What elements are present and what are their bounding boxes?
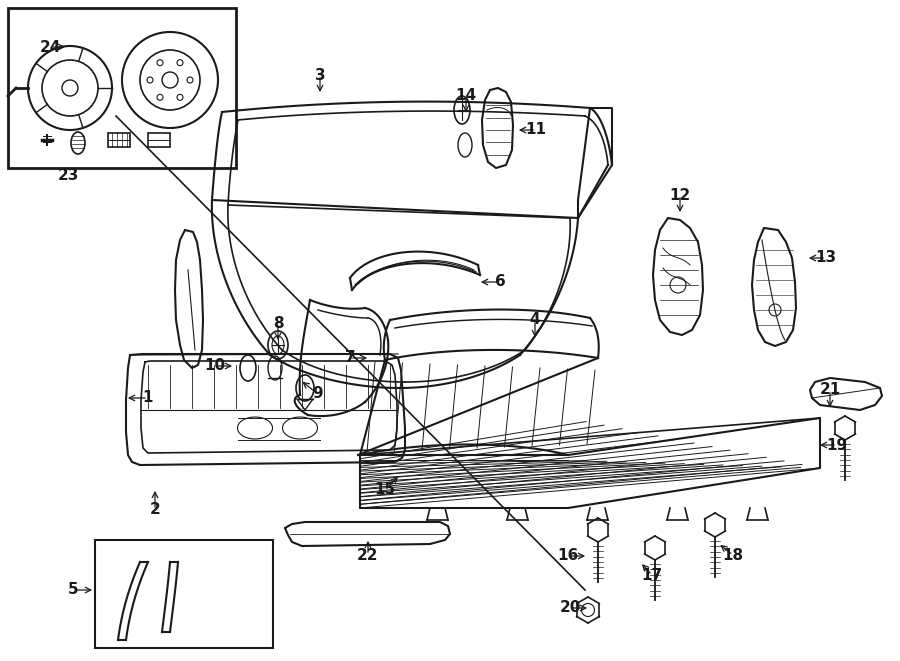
Text: 14: 14 [455, 87, 477, 102]
Bar [8, 8, 236, 168]
Text: 3: 3 [315, 67, 325, 83]
Text: 21: 21 [819, 383, 841, 397]
Text: 19: 19 [826, 438, 848, 453]
Text: 17: 17 [642, 568, 662, 582]
Bar [148, 133, 170, 147]
Text: 2: 2 [149, 502, 160, 518]
Text: 6: 6 [495, 274, 506, 290]
Text: 23: 23 [58, 167, 78, 182]
Text: 9: 9 [312, 387, 323, 401]
Text: 16: 16 [557, 549, 579, 563]
Text: 24: 24 [40, 40, 60, 54]
Bar [108, 133, 130, 147]
Bar [95, 540, 273, 648]
Text: 13: 13 [815, 251, 837, 266]
Text: 4: 4 [530, 313, 540, 327]
Text: 11: 11 [526, 122, 546, 137]
Text: 8: 8 [273, 315, 284, 330]
Text: 1: 1 [143, 391, 153, 405]
Text: 7: 7 [345, 350, 356, 366]
Text: 18: 18 [723, 547, 743, 563]
Text: 20: 20 [559, 600, 580, 615]
Text: 22: 22 [357, 547, 379, 563]
Text: 15: 15 [374, 483, 396, 498]
Text: 10: 10 [204, 358, 226, 373]
Text: 5: 5 [68, 582, 78, 598]
Text: 12: 12 [670, 188, 690, 202]
